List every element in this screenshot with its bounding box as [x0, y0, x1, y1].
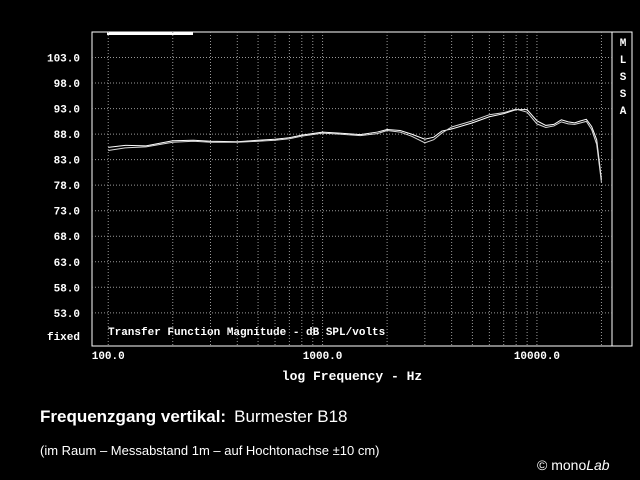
top-bar [107, 32, 193, 35]
x-tick-label: 10000.0 [514, 351, 560, 363]
y-note: fixed [47, 332, 80, 344]
y-tick-label: 58.0 [54, 283, 80, 295]
series-line [108, 108, 602, 183]
y-tick-label: 93.0 [54, 105, 80, 117]
x-tick-label: 100.0 [92, 351, 125, 363]
x-axis-label: log Frequency - Hz [282, 369, 422, 384]
y-tick-label: 78.0 [54, 181, 80, 193]
chart-title: Transfer Function Magnitude - dB SPL/vol… [108, 327, 385, 339]
y-tick-label: 83.0 [54, 156, 80, 168]
side-label: MLSSA [617, 38, 629, 123]
credit-italic: Lab [586, 457, 610, 473]
caption: Frequenzgang vertikal: Burmester B18 [40, 407, 348, 426]
plot-frame [91, 31, 613, 347]
y-tick-label: 53.0 [54, 309, 80, 321]
caption-subject: Burmester B18 [234, 407, 347, 426]
caption-note: (im Raum – Messabstand 1m – auf Hochtona… [40, 443, 380, 458]
caption-title: Frequenzgang vertikal: [40, 407, 226, 426]
y-tick-label: 98.0 [54, 79, 80, 91]
y-tick-label: 63.0 [54, 258, 80, 270]
side-panel [611, 31, 633, 347]
y-tick-label: 73.0 [54, 207, 80, 219]
series-line [108, 109, 602, 180]
x-tick-label: 1000.0 [303, 351, 343, 363]
y-tick-label: 88.0 [54, 130, 80, 142]
credit: © monoLab [537, 457, 610, 473]
y-tick-label: 103.0 [47, 54, 80, 66]
y-tick-label: 68.0 [54, 232, 80, 244]
credit-text: © mono [537, 457, 586, 473]
